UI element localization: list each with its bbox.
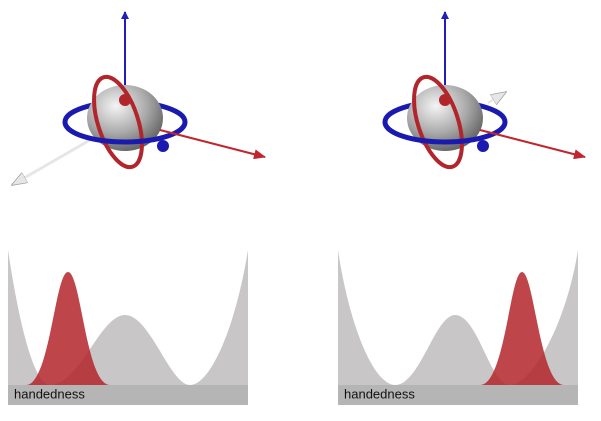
axis-label: handedness bbox=[14, 386, 85, 401]
axis-label: handedness bbox=[344, 386, 415, 401]
right-plot: handedness bbox=[338, 250, 578, 405]
left-plot: handedness bbox=[8, 250, 248, 405]
right-widget bbox=[385, 11, 586, 173]
left-widget bbox=[12, 11, 266, 187]
